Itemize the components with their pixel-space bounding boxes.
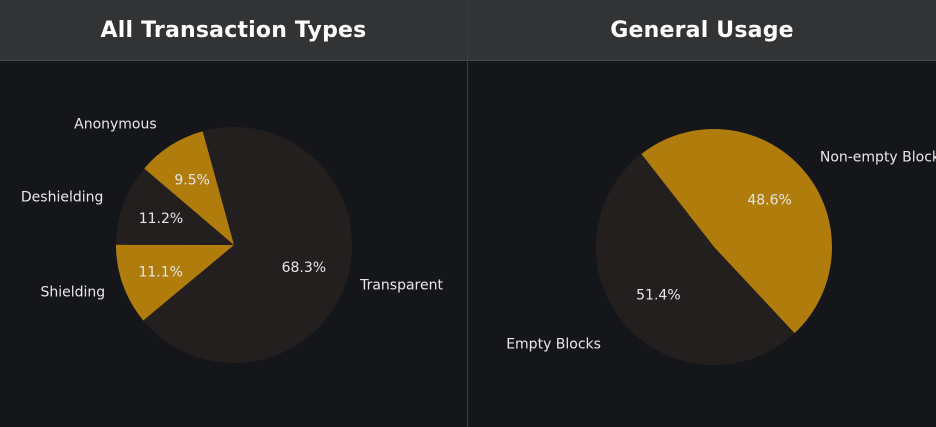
pie-slice-deshielding[interactable] [116, 168, 234, 245]
pie-category-label-deshielding: Deshielding [21, 190, 104, 206]
general-usage-title: General Usage [610, 17, 794, 43]
pie-category-label-anonymous: Anonymous [74, 117, 157, 133]
pie-slice-anonymous[interactable] [144, 131, 234, 245]
pie-percent-label-empty-blocks: 51.4% [636, 288, 680, 304]
pie-category-label-non-empty-blocks: Non-empty Blocks [820, 150, 936, 166]
general-usage-pie-chart: 48.6% Non-empty Blocks 51.4% Empty Blocks [506, 129, 936, 366]
pie-percent-label-shielding: 11.1% [138, 264, 182, 280]
pie-category-label-empty-blocks: Empty Blocks [506, 337, 601, 353]
transaction-types-header: All Transaction Types [0, 0, 467, 61]
transaction-types-pie-chart: 68.3% Transparent 11.1% Shielding 11.2% Deshi… [21, 117, 443, 363]
pie-percent-label-non-empty-blocks: 48.6% [747, 192, 791, 208]
pie-category-label-transparent: Transparent [359, 278, 443, 294]
pie-slice-non-empty-blocks[interactable] [641, 129, 832, 334]
pie-category-label-shielding: Shielding [41, 284, 106, 300]
pie-slice-empty-blocks[interactable] [595, 154, 795, 366]
transaction-types-title: All Transaction Types [100, 17, 367, 43]
general-usage-panel: General Usage 48.6% Non-empty Blocks 51.4%… [468, 0, 936, 427]
pie-slice-shielding[interactable] [116, 244, 234, 321]
general-usage-header: General Usage [468, 0, 936, 61]
pie-percent-label-anonymous: 9.5% [174, 172, 210, 188]
pie-slice-transparent[interactable] [143, 127, 353, 363]
pie-percent-label-transparent: 68.3% [282, 260, 326, 276]
transaction-types-panel: All Transaction Types 68.3% Transparent 11… [0, 0, 468, 427]
pie-percent-label-deshielding: 11.2% [139, 211, 183, 227]
